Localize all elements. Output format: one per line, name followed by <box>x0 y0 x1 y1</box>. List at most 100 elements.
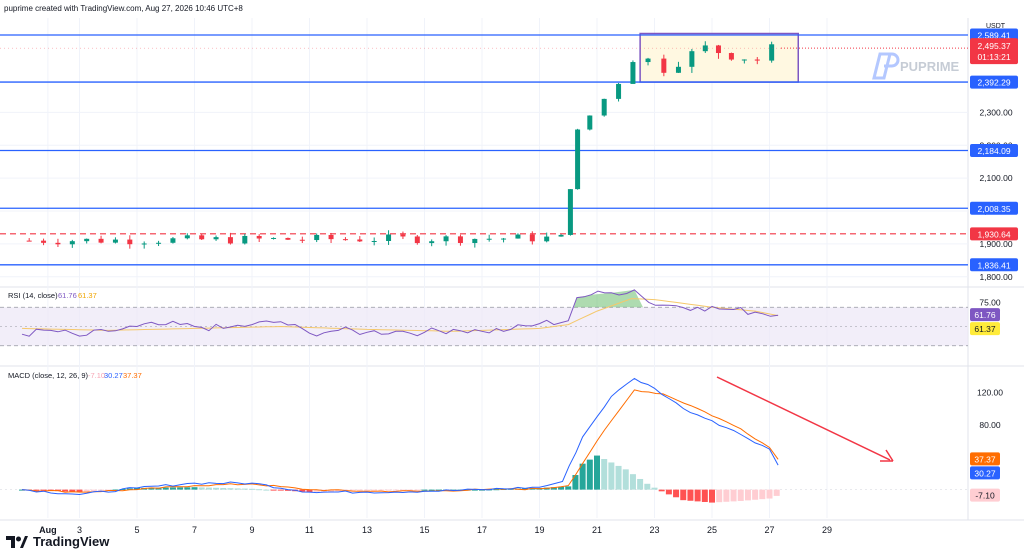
macd-histogram-bar <box>579 463 586 490</box>
macd-signal-tag <box>970 452 1000 466</box>
macd-histogram-bar <box>414 489 421 491</box>
candle-body <box>98 238 104 243</box>
candle-body <box>127 239 133 245</box>
level-price-label: 2,008.35 <box>977 204 1010 214</box>
candle-body <box>55 242 61 245</box>
candle-body <box>429 241 435 244</box>
candle-body <box>213 237 219 240</box>
candle-body <box>26 240 32 242</box>
macd-tag-label: 30.27 <box>974 468 996 478</box>
rsi-value-label: 61.76 <box>58 291 77 300</box>
macd-histogram-bar <box>572 475 579 490</box>
candle-body <box>645 58 651 63</box>
macd-histogram-bar <box>435 489 442 491</box>
time-axis-label: 27 <box>764 525 774 535</box>
macd-histogram-bar <box>759 489 766 500</box>
macd-histogram-bar <box>162 487 169 490</box>
macd-histogram-bar <box>586 459 593 490</box>
candle-body <box>199 235 205 240</box>
macd-histogram-bar <box>615 465 622 490</box>
time-axis-label: 23 <box>649 525 659 535</box>
macd-histogram-bar <box>213 487 220 490</box>
candle-body <box>371 241 377 243</box>
candle-body <box>84 238 90 242</box>
price-axis-tick: 1,800.00 <box>979 272 1012 282</box>
time-axis-label: 15 <box>419 525 429 535</box>
macd-histogram-bar <box>299 489 306 492</box>
macd-histogram-bar <box>428 489 435 491</box>
macd-hist-value-label: -7.10 <box>88 371 105 380</box>
brand-name: TradingView <box>33 534 110 549</box>
macd-histogram-bar <box>263 489 270 491</box>
candle-body <box>141 243 147 245</box>
macd-histogram-bar <box>608 462 615 490</box>
macd-histogram-bar <box>169 487 176 490</box>
current-price-label: 2,495.37 <box>977 41 1010 51</box>
countdown-label: 01:13:21 <box>977 52 1010 62</box>
macd-histogram-bar <box>694 489 701 502</box>
time-axis-label: 3 <box>77 525 82 535</box>
macd-histogram-bar <box>687 489 694 501</box>
macd-histogram-bar <box>529 488 536 490</box>
macd-histogram-bar <box>723 489 730 502</box>
rsi-ma-line <box>21 298 779 332</box>
candle-body <box>342 239 348 241</box>
macd-histogram-bar <box>364 489 370 491</box>
macd-histogram-bar <box>335 489 342 492</box>
macd-axis-tick: 80.00 <box>979 420 1001 430</box>
price-axis-tick: 1,900.00 <box>979 239 1012 249</box>
macd-histogram-bar <box>737 489 744 501</box>
candle-body <box>558 234 564 237</box>
macd-histogram-bar <box>313 489 320 492</box>
macd-histogram-bar <box>205 487 212 490</box>
candle-body <box>529 234 535 242</box>
macd-histogram-bar <box>522 488 529 490</box>
macd-histogram-bar <box>126 488 133 490</box>
macd-histogram-bar <box>40 489 47 491</box>
macd-histogram-bar <box>385 489 392 491</box>
macd-histogram-bar <box>565 486 572 490</box>
macd-histogram-bar <box>673 489 680 498</box>
macd-histogram-bar <box>479 489 485 491</box>
macd-histogram-bar <box>177 487 184 490</box>
macd-histogram-bar <box>227 488 234 490</box>
time-axis-label: 5 <box>134 525 139 535</box>
macd-histogram-bar <box>701 489 708 502</box>
macd-tag <box>970 466 1000 480</box>
candle-body <box>227 237 233 244</box>
candle-body <box>357 239 363 242</box>
candle-body <box>443 236 449 242</box>
tradingview-brand[interactable]: TradingView <box>6 534 109 549</box>
level-price-tag <box>970 258 1018 272</box>
macd-hist-tag <box>970 488 1000 502</box>
macd-histogram-bar <box>98 489 105 491</box>
time-axis-label: 25 <box>707 525 717 535</box>
candle-body <box>675 66 681 73</box>
macd-histogram-bar <box>184 487 191 490</box>
candle-body <box>769 44 775 61</box>
candle-body <box>386 234 392 242</box>
candle-body <box>256 235 262 239</box>
macd-histogram-bar <box>716 489 723 503</box>
macd-histogram-bar <box>234 488 241 490</box>
macd-title: MACD (close, 12, 26, 9) <box>8 371 89 380</box>
rsi-ma-tag-label: 61.37 <box>974 324 996 334</box>
macd-histogram-bar <box>644 483 651 490</box>
macd-histogram-bar <box>558 486 565 490</box>
trend-arrow-head <box>880 449 894 462</box>
macd-histogram-bar <box>471 489 478 491</box>
candle-body <box>184 235 190 239</box>
time-axis-label: 21 <box>592 525 602 535</box>
candle-body <box>400 234 406 237</box>
candle-body <box>728 53 734 60</box>
time-axis-label: 19 <box>534 525 544 535</box>
trend-arrow-line <box>716 376 891 461</box>
macd-histogram-bar <box>709 489 715 503</box>
macd-histogram-bar <box>594 455 600 490</box>
dashed-level-tag <box>970 227 1018 241</box>
candle-body <box>741 59 747 61</box>
macd-histogram-bar <box>658 489 665 492</box>
macd-histogram-bar <box>191 487 198 490</box>
price-axis-tick: 2,100.00 <box>979 173 1012 183</box>
